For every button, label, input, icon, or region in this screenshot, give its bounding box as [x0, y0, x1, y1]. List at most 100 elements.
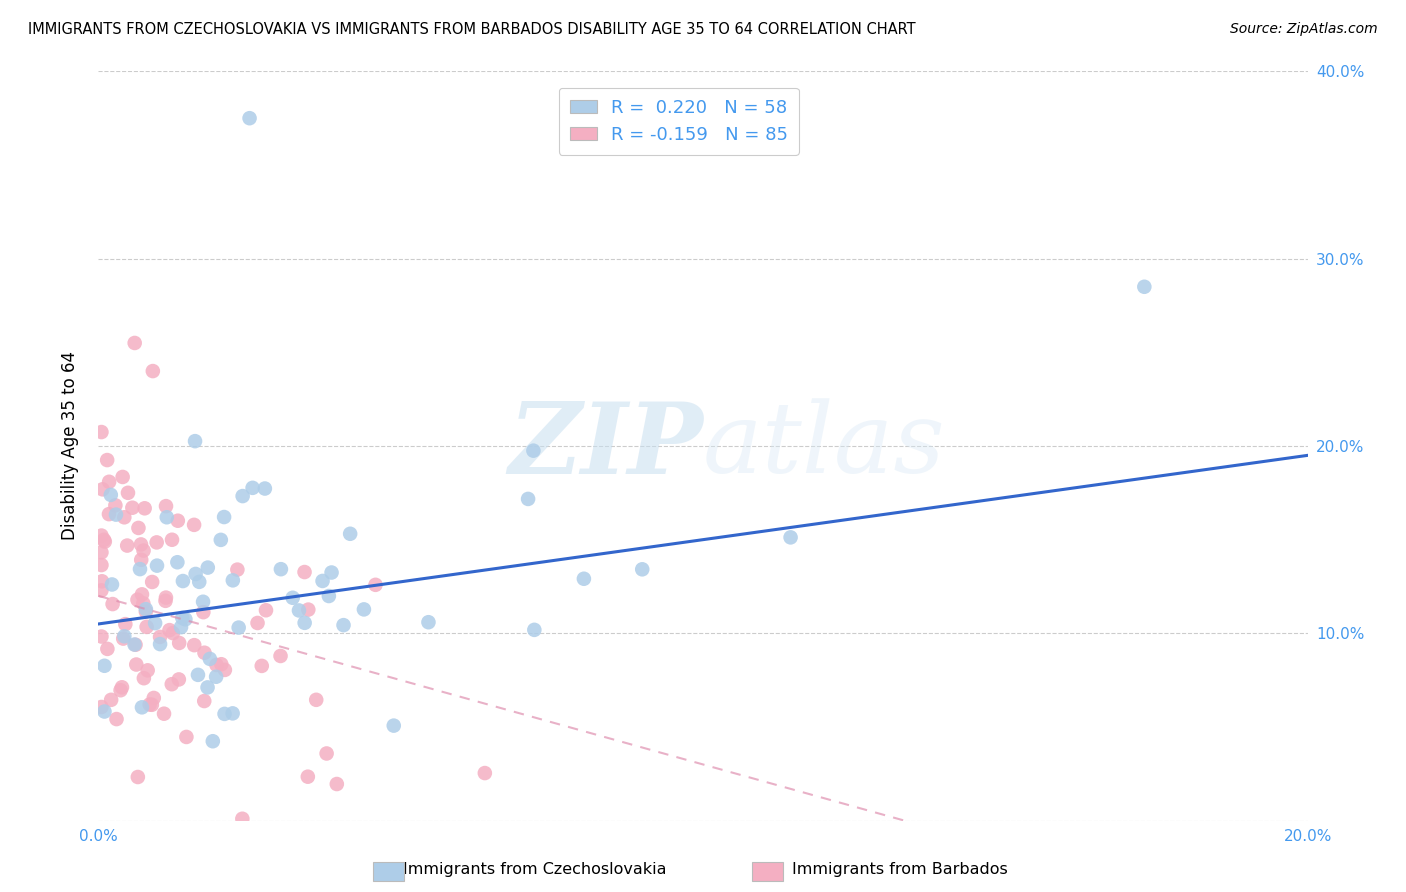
Point	[183, 638, 205, 652]
Point	[110, 683, 132, 698]
Point	[121, 500, 143, 515]
Point	[176, 730, 198, 744]
Point	[93, 533, 115, 547]
Point	[145, 535, 167, 549]
Point	[101, 597, 124, 611]
Point	[209, 657, 232, 672]
Point	[339, 526, 361, 541]
Point	[364, 578, 387, 592]
Point	[166, 555, 188, 569]
Point	[90, 545, 112, 559]
Point	[153, 706, 176, 721]
Point	[205, 657, 228, 672]
Point	[100, 693, 122, 707]
Text: atlas: atlas	[703, 399, 946, 493]
Point	[174, 612, 197, 626]
Point	[321, 566, 343, 580]
Point	[127, 770, 149, 784]
Point	[100, 488, 122, 502]
Point	[112, 632, 135, 646]
Point	[294, 565, 316, 579]
Point	[193, 605, 215, 619]
Point	[523, 623, 546, 637]
Point	[253, 482, 276, 496]
Point	[270, 562, 292, 576]
Point	[141, 698, 163, 712]
Point	[231, 812, 253, 826]
Text: Immigrants from Czechoslovakia: Immigrants from Czechoslovakia	[402, 863, 666, 877]
Point	[155, 594, 177, 608]
Point	[129, 553, 152, 567]
Point	[104, 499, 127, 513]
Point	[132, 543, 155, 558]
Point	[1133, 280, 1156, 294]
Point	[193, 694, 215, 708]
Point	[156, 510, 179, 524]
Point	[149, 637, 172, 651]
Point	[112, 510, 135, 524]
Point	[250, 659, 273, 673]
Point	[132, 596, 155, 610]
Point	[242, 481, 264, 495]
Point	[382, 718, 405, 732]
Point	[197, 681, 219, 695]
Point	[311, 574, 333, 588]
Point	[474, 766, 496, 780]
Point	[97, 507, 120, 521]
Point	[294, 615, 316, 630]
Point	[90, 528, 112, 542]
Point	[94, 534, 117, 549]
Text: Source: ZipAtlas.com: Source: ZipAtlas.com	[1230, 22, 1378, 37]
Point	[114, 617, 136, 632]
Point	[127, 521, 149, 535]
Point	[288, 603, 311, 617]
Point	[142, 690, 165, 705]
Point	[155, 499, 177, 513]
Point	[162, 626, 184, 640]
Point	[101, 577, 124, 591]
Point	[188, 574, 211, 589]
Y-axis label: Disability Age 35 to 64: Disability Age 35 to 64	[60, 351, 79, 541]
Point	[214, 663, 236, 677]
Point	[132, 671, 155, 685]
Text: Immigrants from Barbados: Immigrants from Barbados	[792, 863, 1008, 877]
Point	[232, 489, 254, 503]
Point	[146, 558, 169, 573]
Point	[155, 591, 177, 605]
Point	[135, 620, 157, 634]
Point	[91, 574, 114, 589]
Point	[91, 483, 114, 497]
Point	[90, 583, 112, 598]
Point	[160, 677, 183, 691]
Point	[124, 638, 146, 652]
Point	[167, 636, 190, 650]
Point	[779, 530, 801, 544]
Point	[326, 777, 349, 791]
Point	[93, 705, 115, 719]
Point	[522, 443, 544, 458]
Point	[117, 485, 139, 500]
Point	[90, 630, 112, 644]
Point	[90, 425, 112, 439]
Point	[172, 574, 194, 588]
Point	[129, 562, 152, 576]
Point	[270, 648, 292, 663]
Point	[631, 562, 654, 576]
Point	[205, 670, 228, 684]
Point	[353, 602, 375, 616]
Point	[159, 623, 181, 637]
Point	[127, 592, 149, 607]
Point	[183, 517, 205, 532]
Point	[572, 572, 595, 586]
Point	[138, 698, 160, 712]
Point	[305, 693, 328, 707]
Point	[222, 574, 245, 588]
Point	[111, 470, 134, 484]
Point	[281, 591, 304, 605]
Point	[297, 602, 319, 616]
Point	[160, 533, 183, 547]
Point	[129, 537, 152, 551]
Point	[90, 700, 112, 714]
Point	[96, 453, 118, 467]
Point	[115, 539, 138, 553]
